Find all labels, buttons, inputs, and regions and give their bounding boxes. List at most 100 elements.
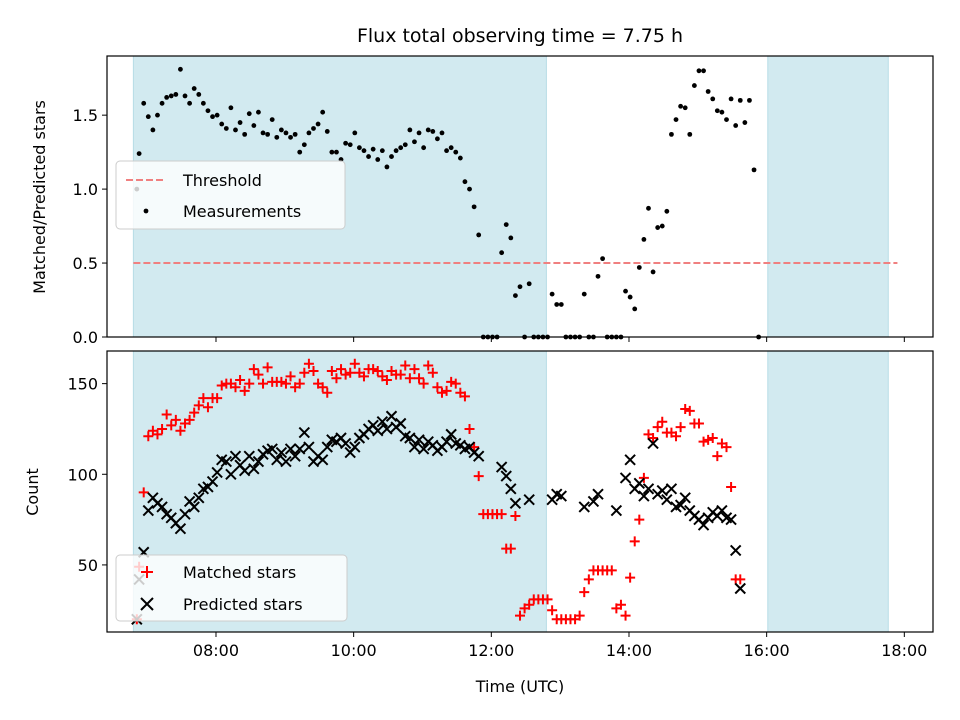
data-point — [448, 145, 454, 151]
data-point — [407, 127, 413, 133]
data-point — [223, 126, 229, 131]
data-point — [202, 402, 213, 413]
data-point — [393, 148, 399, 154]
chart-title: Flux total observing time = 7.75 h — [357, 25, 683, 47]
data-point — [253, 369, 264, 380]
data-point — [308, 365, 319, 376]
data-point — [657, 416, 668, 427]
data-point — [595, 273, 601, 279]
data-point — [297, 149, 303, 155]
legend-predicted-label: Predicted stars — [183, 595, 303, 614]
data-point — [499, 250, 505, 256]
y-tick-label: 150 — [67, 375, 98, 394]
data-point — [524, 599, 535, 610]
data-point — [638, 472, 649, 483]
data-point — [274, 134, 280, 140]
data-point — [225, 468, 237, 480]
data-point — [317, 382, 328, 393]
data-point — [292, 131, 298, 137]
data-point — [496, 509, 507, 520]
data-point — [523, 493, 535, 506]
data-point — [629, 536, 640, 547]
data-point — [136, 151, 142, 157]
data-point — [278, 127, 284, 133]
data-point — [579, 587, 590, 598]
data-point — [216, 380, 227, 391]
data-point — [179, 508, 191, 520]
y-tick-label: 0.0 — [73, 328, 98, 347]
data-point — [542, 594, 553, 605]
data-point — [669, 131, 674, 137]
data-point — [269, 117, 275, 122]
data-point — [619, 472, 632, 484]
data-point — [143, 431, 154, 442]
data-point — [725, 513, 737, 526]
data-point — [178, 66, 183, 72]
data-point — [610, 504, 623, 517]
data-point — [558, 302, 564, 307]
data-point — [684, 405, 695, 416]
data-point — [632, 306, 638, 312]
y-tick-label: 1.5 — [73, 106, 98, 125]
data-point — [659, 223, 665, 229]
x-tick-label: 08:00 — [193, 641, 239, 660]
data-point — [320, 109, 326, 115]
x-tick-label: 16:00 — [744, 641, 790, 660]
data-point — [729, 544, 742, 557]
data-point — [372, 425, 384, 437]
data-point — [505, 543, 516, 554]
data-point — [256, 109, 261, 115]
series-predicted-stars — [131, 410, 746, 626]
data-point — [370, 146, 376, 152]
data-point — [418, 378, 429, 389]
data-point — [366, 154, 371, 159]
data-point — [358, 371, 369, 382]
data-point — [423, 360, 434, 371]
data-point — [421, 145, 427, 151]
data-point — [464, 423, 475, 434]
data-point — [642, 483, 655, 495]
data-point — [298, 426, 311, 439]
data-point — [446, 376, 457, 387]
data-point — [200, 100, 206, 106]
data-point — [229, 450, 242, 462]
data-point — [220, 455, 233, 468]
data-point — [155, 112, 160, 118]
data-point — [372, 365, 383, 376]
data-point — [652, 422, 663, 433]
series-measurements — [134, 66, 762, 340]
data-point — [219, 121, 225, 127]
data-point — [417, 443, 430, 455]
data-point — [303, 441, 315, 453]
legend-threshold-label: Threshold — [182, 171, 262, 190]
data-point — [175, 425, 186, 436]
data-point — [440, 435, 453, 448]
data-point — [331, 373, 342, 384]
bottom-y-axis-label: Count — [23, 468, 42, 516]
data-point — [735, 574, 746, 585]
data-point — [444, 148, 449, 154]
data-point — [427, 367, 438, 378]
data-point — [152, 429, 163, 440]
data-point — [436, 387, 447, 398]
data-point — [710, 96, 716, 102]
data-point — [673, 117, 679, 122]
data-point — [235, 375, 246, 386]
data-point — [675, 422, 686, 433]
data-point — [693, 418, 704, 429]
data-point — [193, 400, 204, 411]
data-point — [495, 461, 508, 473]
data-point — [592, 488, 604, 500]
data-point — [294, 443, 306, 455]
data-point — [721, 442, 732, 453]
data-point — [329, 149, 335, 155]
data-point — [266, 443, 278, 455]
data-point — [339, 437, 352, 450]
data-point — [210, 114, 215, 120]
data-point — [214, 112, 220, 118]
data-point — [712, 451, 723, 462]
data-point — [412, 139, 417, 145]
data-point — [156, 501, 168, 513]
data-point — [184, 414, 195, 425]
data-point — [751, 167, 757, 173]
